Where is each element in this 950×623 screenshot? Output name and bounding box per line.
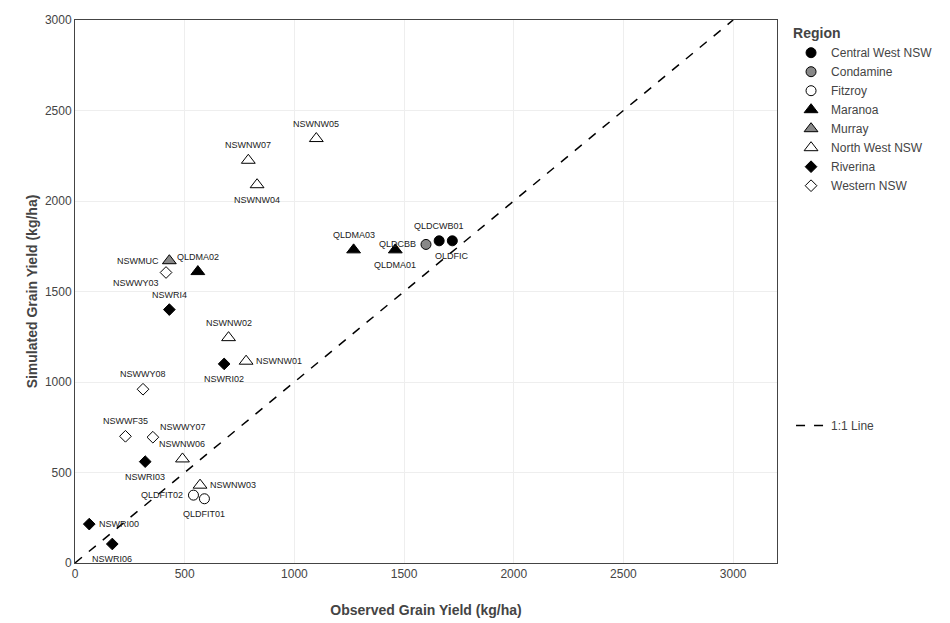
svg-text:Central West NSW: Central West NSW <box>831 46 932 60</box>
svg-text:Condamine: Condamine <box>831 65 893 79</box>
svg-text:2500: 2500 <box>610 567 637 581</box>
svg-text:NSWNW07: NSWNW07 <box>225 140 271 150</box>
svg-text:NSWNW02: NSWNW02 <box>206 318 252 328</box>
svg-text:1000: 1000 <box>45 375 72 389</box>
svg-text:NSWWY08: NSWWY08 <box>120 369 166 379</box>
svg-text:NSWRI06: NSWRI06 <box>92 554 132 564</box>
svg-text:North West NSW: North West NSW <box>831 141 923 155</box>
svg-text:3000: 3000 <box>720 567 747 581</box>
svg-text:NSWNW01: NSWNW01 <box>256 356 302 366</box>
svg-text:NSWRI00: NSWRI00 <box>99 519 139 529</box>
svg-text:QLDFIT01: QLDFIT01 <box>183 509 225 519</box>
svg-text:1500: 1500 <box>391 567 418 581</box>
svg-text:500: 500 <box>175 567 195 581</box>
svg-text:QLDFIT02: QLDFIT02 <box>141 490 183 500</box>
svg-text:QLDCWB01: QLDCWB01 <box>414 221 464 231</box>
svg-text:0: 0 <box>65 556 72 570</box>
svg-text:OLDFIC: OLDFIC <box>435 251 469 261</box>
svg-text:NSWWY03: NSWWY03 <box>113 278 159 288</box>
svg-text:NSWNW06: NSWNW06 <box>159 439 205 449</box>
svg-text:2500: 2500 <box>45 104 72 118</box>
svg-text:NSWRI03: NSWRI03 <box>125 472 165 482</box>
svg-text:QLDCBB: QLDCBB <box>379 239 416 249</box>
svg-text:QLDMA03: QLDMA03 <box>333 230 375 240</box>
svg-text:NSWMUC: NSWMUC <box>117 256 159 266</box>
svg-text:NSWNW04: NSWNW04 <box>234 195 280 205</box>
svg-text:2000: 2000 <box>500 567 527 581</box>
svg-text:Western NSW: Western NSW <box>831 179 907 193</box>
svg-text:0: 0 <box>72 567 79 581</box>
svg-text:1:1 Line: 1:1 Line <box>831 419 874 433</box>
svg-text:Region: Region <box>793 25 840 41</box>
svg-text:QLDMA01: QLDMA01 <box>374 260 416 270</box>
svg-text:NSWNW03: NSWNW03 <box>210 480 256 490</box>
svg-text:Riverina: Riverina <box>831 160 875 174</box>
svg-text:QLDMA02: QLDMA02 <box>177 252 219 262</box>
svg-text:NSWWF35: NSWWF35 <box>103 416 148 426</box>
svg-text:1500: 1500 <box>45 285 72 299</box>
svg-text:Simulated Grain Yield (kg/ha): Simulated Grain Yield (kg/ha) <box>24 195 40 389</box>
svg-text:Observed Grain Yield (kg/ha): Observed Grain Yield (kg/ha) <box>330 602 521 618</box>
svg-text:NSWRI02: NSWRI02 <box>204 374 244 384</box>
svg-text:NSWNW05: NSWNW05 <box>293 119 339 129</box>
svg-text:NSWWY07: NSWWY07 <box>160 422 206 432</box>
svg-text:1000: 1000 <box>281 567 308 581</box>
svg-text:Fitzroy: Fitzroy <box>831 84 867 98</box>
svg-text:Murray: Murray <box>831 122 868 136</box>
svg-text:2000: 2000 <box>45 194 72 208</box>
svg-text:500: 500 <box>52 466 72 480</box>
svg-text:3000: 3000 <box>45 13 72 27</box>
svg-text:Maranoa: Maranoa <box>831 103 879 117</box>
svg-text:NSWRI4: NSWRI4 <box>152 290 187 300</box>
